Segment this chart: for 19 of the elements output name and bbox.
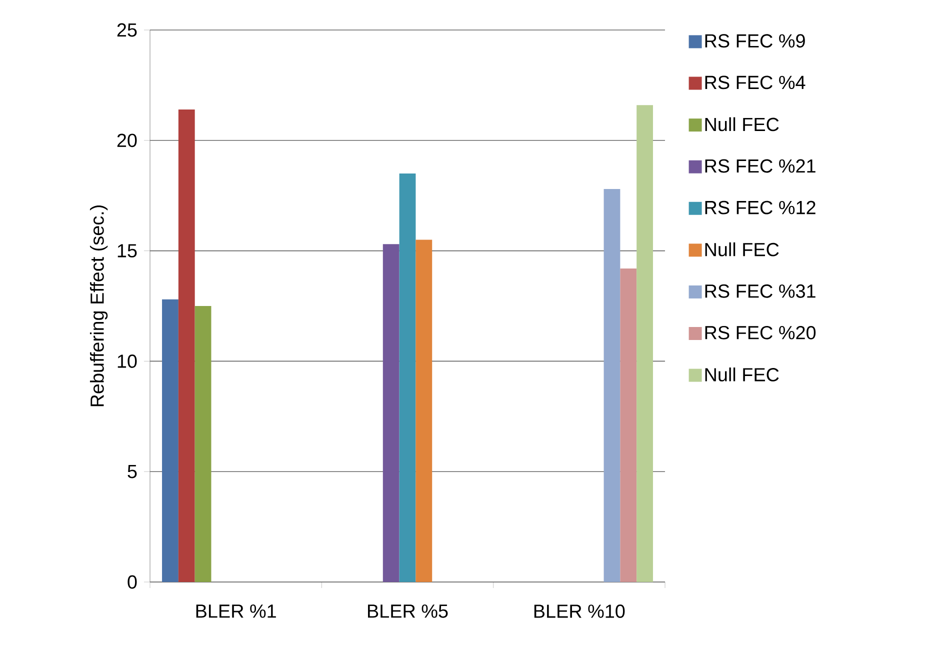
y-tick-label: 15 [118,244,137,258]
legend-label: RS FEC %12 [705,200,816,214]
legend-label: RS FEC %4 [705,76,806,90]
legend-label: RS FEC %9 [705,34,805,48]
x-tick-label: BLER %10 [534,604,625,618]
legend-label: Null FEC [705,117,779,132]
legend-label: Null FEC [705,368,779,382]
legend-label: RS FEC %31 [705,284,816,298]
legend-label: Null FEC [705,242,779,256]
y-tick-label: 5 [128,465,137,478]
y-tick-label: 20 [117,134,137,148]
legend-label: RS FEC %20 [705,326,816,340]
y-axis-title: Rebuffering Effect (sec.) [90,205,108,406]
y-tick-label: 25 [117,23,137,37]
y-tick-label: 10 [118,354,137,368]
x-tick-label: BLER %1 [196,604,276,618]
x-tick-label: BLER %5 [368,604,448,618]
y-tick-label: 0 [128,575,137,589]
legend-label: RS FEC %21 [705,159,816,173]
